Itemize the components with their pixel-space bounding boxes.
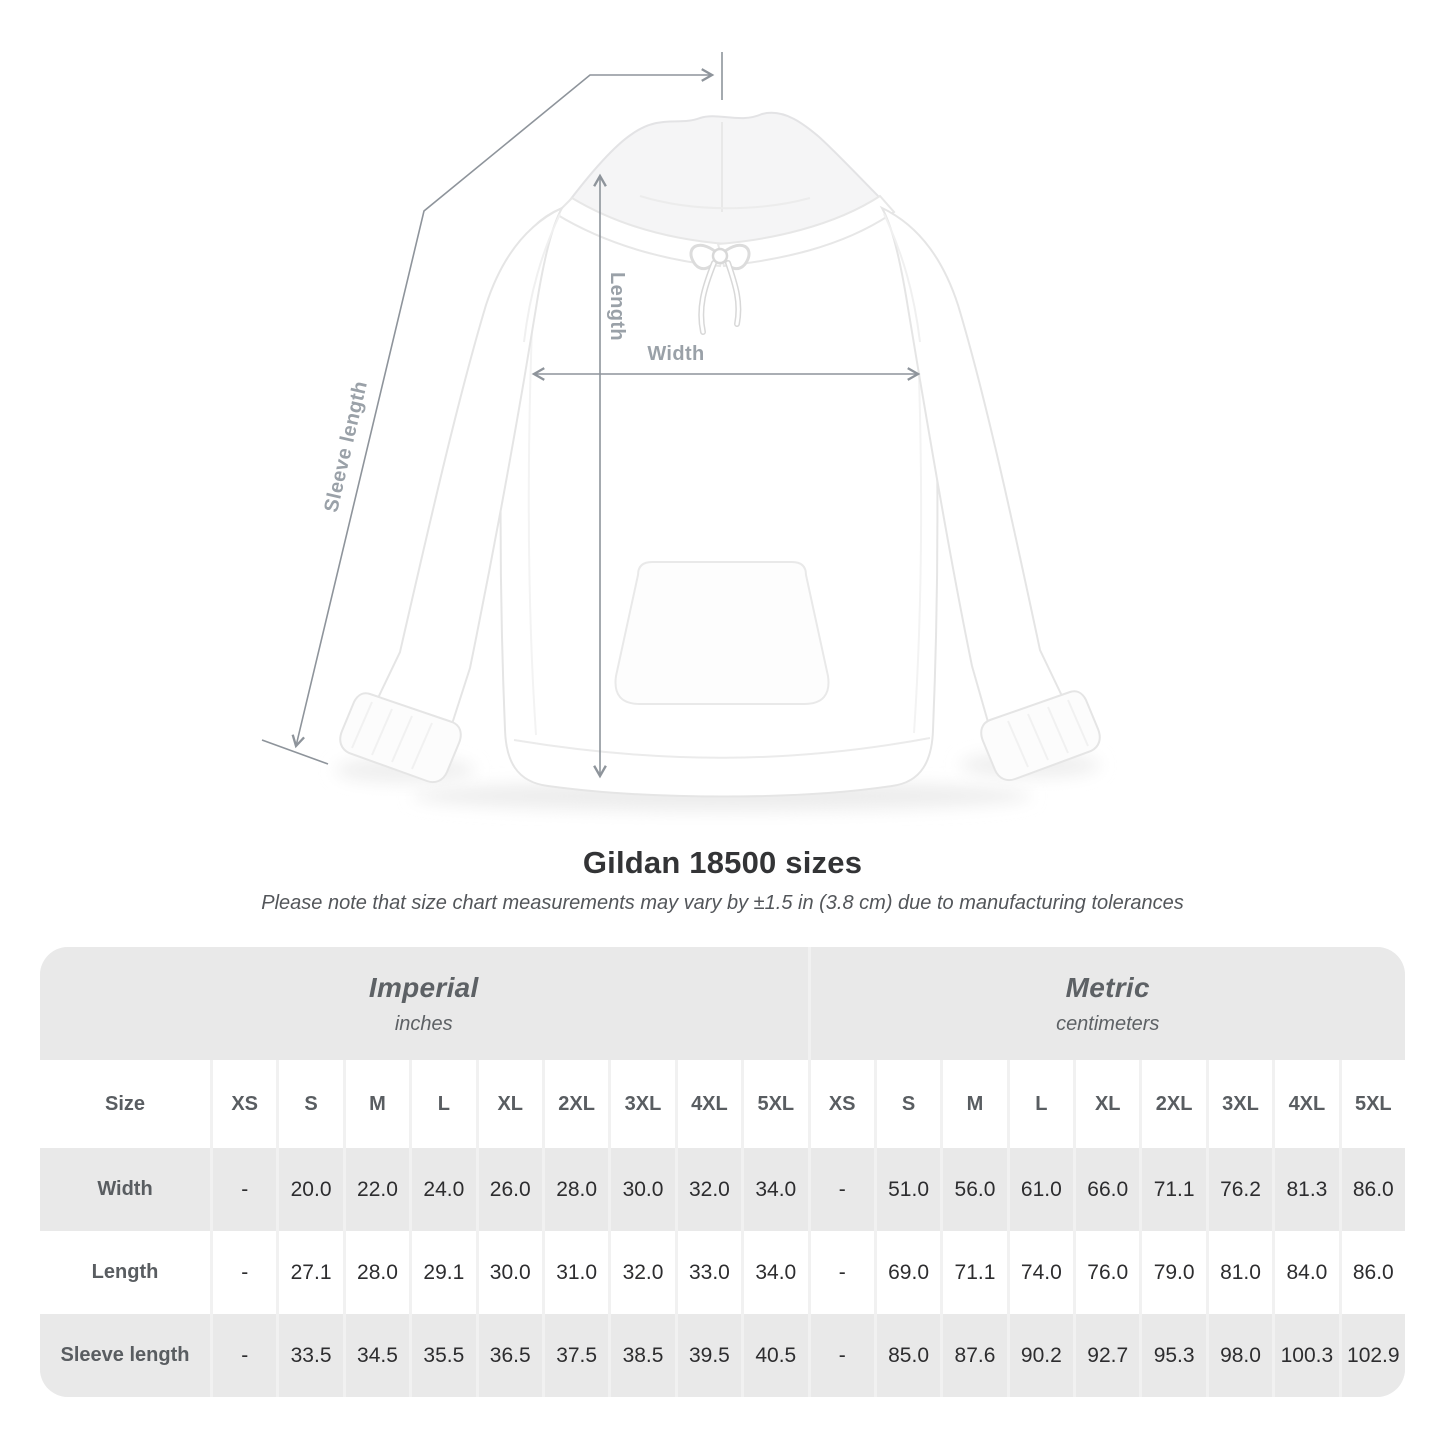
value-sleeve-length-imperial-xs: - [213,1314,277,1397]
value-width-imperial-3xl: 30.0 [611,1148,675,1231]
value-length-metric-l: 74.0 [1009,1231,1074,1314]
value-length-metric-m: 71.1 [943,1231,1007,1314]
size-header-imperial-s: S [279,1060,343,1148]
hoodie-figure-svg: Width Length Sleeve length [261,52,1101,811]
value-sleeve-length-metric-xl: 92.7 [1076,1314,1140,1397]
metric-label: Metric [1065,971,1150,1003]
value-length-imperial-2xl: 31.0 [544,1231,609,1314]
hoodie-body [499,194,939,798]
size-header-imperial-4xl: 4XL [677,1060,742,1148]
right-cuff [980,690,1101,782]
value-length-metric-5xl: 86.0 [1341,1231,1405,1314]
value-width-metric-4xl: 81.3 [1275,1148,1339,1231]
value-width-imperial-xs: - [213,1148,277,1231]
value-sleeve-length-imperial-5xl: 40.5 [744,1314,808,1397]
value-length-imperial-m: 28.0 [345,1231,410,1314]
value-sleeve-length-metric-2xl: 95.3 [1142,1314,1206,1397]
value-length-imperial-xs: - [213,1231,277,1314]
value-sleeve-length-imperial-xl: 36.5 [478,1314,542,1397]
row-label-width: Width [40,1148,210,1231]
metric-unit-label: centimeters [1056,1012,1160,1035]
value-length-metric-xl: 76.0 [1076,1231,1140,1314]
value-width-metric-m: 56.0 [943,1148,1007,1231]
value-sleeve-length-metric-xs: - [810,1314,874,1397]
size-header-metric-xs: XS [810,1060,874,1148]
cuff-reference-tick [261,739,329,765]
size-header-metric-2xl: 2XL [1142,1060,1206,1148]
tolerance-note: Please note that size chart measurements… [261,892,1184,914]
size-header-imperial-5xl: 5XL [744,1060,808,1148]
value-sleeve-length-metric-l: 90.2 [1009,1314,1074,1397]
value-width-metric-3xl: 76.2 [1208,1148,1273,1231]
value-sleeve-length-metric-4xl: 100.3 [1275,1314,1339,1397]
value-length-metric-2xl: 79.0 [1142,1231,1206,1314]
imperial-group-header: Imperial inches [40,947,808,1060]
hoodie-measurement-diagram: Width Length Sleeve length [261,52,1101,811]
right-sleeve [879,205,1101,782]
size-header-imperial-m: M [345,1060,410,1148]
value-width-metric-l: 61.0 [1009,1148,1074,1231]
value-sleeve-length-metric-3xl: 98.0 [1208,1314,1273,1397]
size-column-header: Size [40,1060,210,1148]
row-label-sleeve-length: Sleeve length [40,1314,210,1397]
value-sleeve-length-metric-5xl: 102.9 [1341,1314,1405,1397]
value-width-imperial-4xl: 32.0 [677,1148,742,1231]
value-sleeve-length-metric-m: 87.6 [943,1314,1007,1397]
value-width-imperial-m: 22.0 [345,1148,410,1231]
row-label-length: Length [40,1231,210,1314]
value-sleeve-length-imperial-2xl: 37.5 [544,1314,609,1397]
value-length-imperial-xl: 30.0 [478,1231,542,1314]
value-width-metric-5xl: 86.0 [1341,1148,1405,1231]
value-sleeve-length-metric-s: 85.0 [876,1314,941,1397]
size-header-imperial-xl: XL [478,1060,542,1148]
value-sleeve-length-imperial-m: 34.5 [345,1314,410,1397]
value-width-imperial-2xl: 28.0 [544,1148,609,1231]
value-width-metric-xl: 66.0 [1076,1148,1140,1231]
sleeve-length-arrow [291,68,715,749]
size-header-imperial-l: L [412,1060,476,1148]
size-header-metric-5xl: 5XL [1341,1060,1405,1148]
value-sleeve-length-imperial-l: 35.5 [412,1314,476,1397]
imperial-label: Imperial [368,971,479,1003]
width-label: Width [647,343,704,365]
value-width-imperial-xl: 26.0 [478,1148,542,1231]
size-header-metric-3xl: 3XL [1208,1060,1273,1148]
value-width-metric-2xl: 71.1 [1142,1148,1206,1231]
sleeve-length-label: Sleeve length [320,379,372,515]
value-length-metric-s: 69.0 [876,1231,941,1314]
hem-band-seam [513,737,931,759]
size-table: Imperial inches Metric centimeters Size X… [40,947,1405,1397]
imperial-unit-label: inches [394,1012,453,1035]
size-header-metric-l: L [1009,1060,1074,1148]
value-length-imperial-5xl: 34.0 [744,1231,808,1314]
value-width-metric-s: 51.0 [876,1148,941,1231]
size-header-imperial-2xl: 2XL [544,1060,609,1148]
size-header-metric-s: S [876,1060,941,1148]
value-length-imperial-4xl: 33.0 [677,1231,742,1314]
value-length-imperial-l: 29.1 [412,1231,476,1314]
value-length-imperial-s: 27.1 [279,1231,343,1314]
value-width-imperial-s: 20.0 [279,1148,343,1231]
value-length-metric-4xl: 84.0 [1275,1231,1339,1314]
size-header-metric-m: M [943,1060,1007,1148]
size-header-metric-xl: XL [1076,1060,1140,1148]
page-title: Gildan 18500 sizes [582,845,863,880]
value-length-metric-3xl: 81.0 [1208,1231,1273,1314]
value-length-imperial-3xl: 32.0 [611,1231,675,1314]
measurement-annotations [261,52,921,779]
size-header-metric-4xl: 4XL [1275,1060,1339,1148]
length-label: Length [606,272,628,341]
value-sleeve-length-imperial-3xl: 38.5 [611,1314,675,1397]
value-width-metric-xs: - [810,1148,874,1231]
value-length-metric-xs: - [810,1231,874,1314]
value-sleeve-length-imperial-4xl: 39.5 [677,1314,742,1397]
size-header-imperial-xs: XS [213,1060,277,1148]
metric-group-header: Metric centimeters [810,947,1405,1060]
value-width-imperial-l: 24.0 [412,1148,476,1231]
value-sleeve-length-imperial-s: 33.5 [279,1314,343,1397]
kangaroo-pocket [614,561,830,705]
size-header-imperial-3xl: 3XL [611,1060,675,1148]
value-width-imperial-5xl: 34.0 [744,1148,808,1231]
